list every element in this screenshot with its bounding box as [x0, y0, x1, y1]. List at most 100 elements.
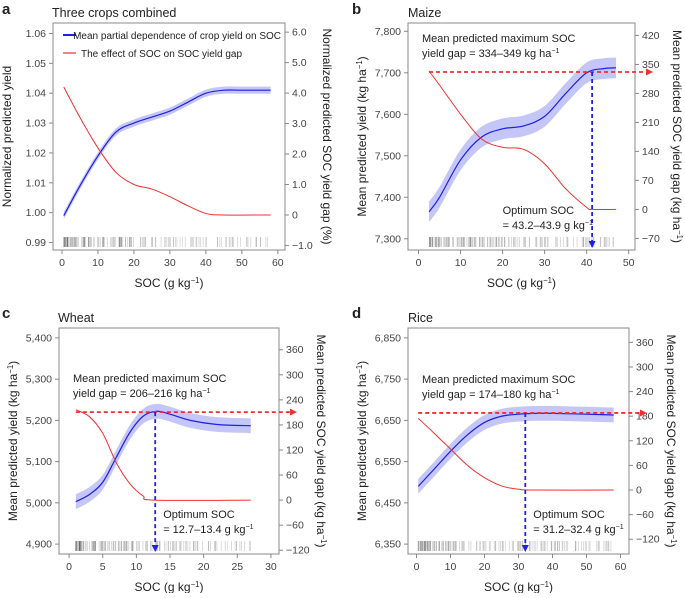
y2-tick-label: 120	[636, 435, 654, 447]
text-span: )	[355, 361, 369, 365]
panel-title: Three crops combined	[52, 6, 176, 20]
superscript: −1	[245, 523, 253, 531]
legend-entry: Mean partial dependence of crop yield on…	[73, 31, 281, 42]
text-span: 240	[636, 386, 654, 398]
text-span: 240	[286, 394, 304, 406]
text-span: )	[6, 361, 20, 365]
text-span: )	[664, 544, 678, 548]
y-tick-label: 0.99	[26, 237, 47, 249]
y-tick-label: 6,650	[375, 415, 401, 427]
superscript: −1	[191, 580, 200, 589]
text-span: 40	[581, 257, 593, 269]
text-span: = 43.2–43.9 g kg	[503, 220, 585, 232]
x-tick-label: 15	[164, 561, 176, 573]
superscript: −1	[320, 535, 329, 544]
y2-axis-label: Mean predicted SOC yield gap (kg ha−1)	[670, 30, 685, 243]
text-span: Optimum SOC	[163, 509, 235, 521]
x-tick-label: 10	[131, 561, 143, 573]
text-span: 3.0	[292, 118, 307, 130]
x-tick-label: 30	[265, 561, 277, 573]
text-span: −60	[286, 520, 304, 532]
text-span: 30	[265, 561, 277, 573]
text-span: )	[549, 580, 553, 593]
text-span: )	[314, 544, 328, 548]
text-span: 6,650	[375, 415, 401, 427]
y-tick-label: 6,550	[375, 456, 401, 468]
text-span: 120	[286, 444, 304, 456]
y2-tick-label: 350	[642, 59, 660, 71]
y2-tick-label: 360	[636, 337, 654, 349]
yield-gap-line	[63, 86, 271, 216]
text-span: The effect of SOC on SOC yield gap	[81, 49, 242, 60]
text-span: 15	[164, 561, 176, 573]
text-span: 0	[642, 204, 648, 216]
max-gap-annotation: Mean predicted maximum SOC	[422, 374, 575, 386]
x-axis-label: SOC (g kg−1)	[135, 580, 204, 594]
y2-tick-label: 300	[286, 369, 304, 381]
text-span: Mean partial dependence of crop yield on…	[73, 31, 281, 42]
text-span: yield gap = 174–180 kg ha	[422, 389, 552, 401]
x-tick-label: 50	[236, 257, 248, 269]
text-span: 10	[131, 561, 143, 573]
x-tick-label: 10	[92, 257, 104, 269]
optimum-annotation: Optimum SOC	[163, 509, 235, 521]
text-span: 360	[636, 337, 654, 349]
y2-tick-label: 240	[636, 386, 654, 398]
yield-gap-line	[417, 417, 614, 491]
text-span: Mean predicted yield (kg ha	[355, 69, 369, 217]
panel-c: c Wheat 0 5 10 15 20 25 30 4,900 5,000 5,100 5,200 5,…	[2, 305, 329, 594]
y-tick-label: 1.00	[26, 207, 47, 219]
x-tick-label: 50	[581, 561, 593, 573]
y-tick-label: 5,200	[26, 415, 52, 427]
text-span: 140	[642, 146, 660, 158]
superscript: −1	[543, 276, 552, 285]
y2-axis-label: Mean predicted SOC yield gap (kg ha−1)	[314, 335, 329, 548]
text-span: 0.99	[26, 237, 47, 249]
x-tick-label: 60	[272, 257, 284, 269]
x-tick-label: 30	[513, 561, 525, 573]
x-tick-label: 0	[59, 257, 65, 269]
text-span: 1.0	[292, 179, 307, 191]
text-span: 4,900	[26, 539, 52, 551]
text-span: Mean predicted maximum SOC	[422, 33, 575, 45]
text-span: )	[199, 580, 203, 593]
y2-tick-label: 300	[636, 361, 654, 373]
y2-tick-label: 5.0	[292, 57, 307, 69]
text-span: −120	[286, 545, 310, 557]
y2-tick-label: −1.0	[292, 240, 313, 252]
text-span: 120	[636, 435, 654, 447]
y2-tick-label: −70	[642, 233, 660, 245]
text-span: c	[2, 305, 10, 322]
y-tick-label: 5,400	[26, 332, 52, 344]
text-span: 7,400	[375, 192, 401, 204]
y2-tick-label: −60	[636, 509, 654, 521]
text-span: 5,200	[26, 415, 52, 427]
y2-tick-label: 210	[642, 117, 660, 129]
y2-tick-label: 0	[292, 209, 298, 221]
y-tick-label: 7,800	[375, 26, 401, 38]
confidence-band	[429, 57, 617, 223]
superscript: −1	[676, 230, 685, 239]
y-tick-label: 1.02	[26, 147, 47, 159]
text-span: yield gap = 334–349 kg ha	[422, 48, 552, 60]
text-span: 20	[128, 257, 140, 269]
text-span: Wheat	[58, 311, 95, 325]
panel-letter: d	[352, 305, 361, 322]
plot-frame	[58, 327, 280, 555]
yield-line	[428, 67, 617, 213]
y-tick-label: 6,350	[375, 539, 401, 551]
text-span: SOC (g kg	[135, 276, 191, 290]
text-span: 20	[497, 257, 509, 269]
text-span: 280	[642, 88, 660, 100]
y-tick-label: 1.03	[26, 118, 47, 130]
y2-tick-label: 6.0	[292, 27, 307, 39]
y2-tick-label: 0	[642, 204, 648, 216]
text-span: 7,600	[375, 109, 401, 121]
max-gap-annotation: yield gap = 206–216 kg ha−1	[73, 387, 211, 400]
superscript: −1	[616, 523, 624, 531]
max-gap-annotation: yield gap = 334–349 kg ha−1	[422, 47, 560, 60]
text-span: 20	[479, 561, 491, 573]
yield-gap-line	[428, 70, 617, 211]
text-span: 360	[286, 344, 304, 356]
max-gap-annotation: yield gap = 174–180 kg ha−1	[422, 388, 560, 401]
